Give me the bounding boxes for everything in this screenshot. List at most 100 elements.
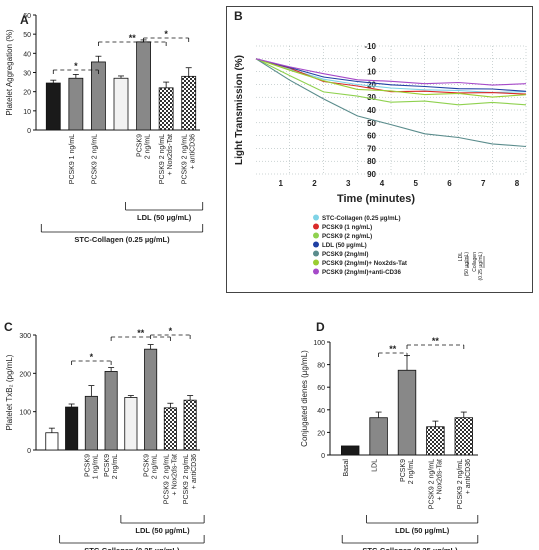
x-tick-label: 7 [481,179,486,188]
legend-label: PCSK9 (2ng/ml)+ Nox2ds-Tat [322,260,407,267]
legend-label: LDL (50 µg/mL) [322,242,367,249]
stc-bracket-label: STC-Collagen (0.25 µg/mL) [74,235,170,244]
ldl-bracket-label: LDL (50 µg/mL) [395,526,450,535]
y-tick-label: 10 [23,109,31,116]
category-label: 2 ng/mL [408,459,415,484]
y-tick-label: 0 [321,453,325,460]
category-label: PCSK9 2 ng/mL [163,454,170,504]
x-tick-label: 1 [279,179,284,188]
legend-swatch [313,214,319,221]
y-tick-label: 40 [317,408,325,415]
bar [426,426,445,456]
legend-swatch [313,241,319,248]
y-tick-label: 20 [317,430,325,437]
panel-letter: C [4,320,13,334]
ldl-bracket-label: LDL (50 µg/mL) [137,213,192,222]
x-tick-label: 2 [312,179,317,188]
category-label: PCSK9 1 ng/mL [69,134,76,184]
category-label: PCSK9 [137,134,144,157]
sig-c2-label: ** [137,328,145,338]
series-line [255,58,527,106]
bar [158,87,174,131]
x-tick-label: 6 [447,179,452,188]
bar [104,371,118,451]
sig-a1-label: * [74,61,78,71]
category-label: LDL [372,459,379,472]
legend-swatch [313,259,319,266]
y-tick-label: 30 [23,71,31,78]
category-label: 1 ng/mL [92,454,99,479]
category-label: PCSK9 2 ng/mL [159,134,166,184]
y-tick-label: 100 [19,410,31,417]
sig-a2-label: ** [129,33,137,43]
y-tick-label: 20 [367,80,376,89]
y-tick-label: 60 [317,385,325,392]
y-tick-label: 100 [313,340,325,347]
y-axis-label: Platelet Aggregation (%) [5,29,14,116]
y-tick-label: 20 [23,90,31,97]
chart-a: A 0 10 20 30 40 50 60 Platelet Aggregation (%) PC… [5,13,204,244]
bar [136,41,151,131]
category-label: + antiCD36 [465,459,472,494]
legend-label: PCSK9 (1 ng/mL) [322,224,372,231]
category-label: 2 ng/mL [145,134,152,159]
category-label: PCSK9 [84,454,91,477]
stc-bracket-label: STC-Collagen (0.25 µg/mL) [84,546,180,550]
sig-c1-label: * [90,352,94,362]
panel-letter: D [316,320,325,334]
y-tick-label: 60 [367,132,376,141]
y-tick-label: 90 [367,170,376,179]
panel-a: A 0 10 20 30 40 50 60 Platelet Aggregation (%) PC… [0,0,225,245]
y-tick-label: 30 [367,93,376,102]
sig-c3-label: * [169,326,173,336]
y-tick-label: 80 [367,157,376,166]
side-label-ldl: LDL [458,252,464,261]
category-label: PCSK9 2 ng/mL [428,459,435,509]
legend-label: PCSK9 (2ng/ml) [322,251,368,258]
y-tick-label: 80 [317,363,325,370]
category-label: PCSK9 [104,454,111,477]
category-label: + Nox2ds-Tat [436,459,443,500]
y-axis-label: Conjugated dienes (µg/mL) [300,350,309,447]
bar [183,399,197,451]
y-tick-label: 40 [23,51,31,58]
series-line [255,58,527,95]
bar [124,397,138,451]
category-label: 2 ng/mL [152,454,159,479]
bar [340,445,360,456]
series-line [255,58,527,148]
panel-frame [226,6,533,293]
category-label: PCSK9 2 ng/mL [182,134,189,184]
x-tick-label: 8 [515,179,520,188]
y-tick-label: 10 [367,68,376,77]
y-tick-label: 0 [27,448,31,455]
category-label: PCSK9 2 ng/mL [91,134,98,184]
category-label: PCSK9 2 ng/mL [183,454,190,504]
bar [369,417,388,456]
y-tick-label: 0 [372,55,377,64]
x-tick-label: 3 [346,179,351,188]
panel-b: B 1 2 3 4 5 6 7 8 -10 0 10 20 30 40 50 60 70 80 90 Time (min… [226,6,534,294]
y-tick-label: 50 [23,32,31,39]
chart-b: B 1 2 3 4 5 6 7 8 -10 0 10 20 30 40 50 60 70 80 90 Time (min… [226,6,533,293]
y-tick-label: 70 [367,144,376,153]
sig-d1-label: ** [389,344,397,354]
legend-label: PCSK9 (2ng/ml)+anti-CD36 [322,269,401,276]
chart-d: D 0 20 40 60 80 100 Conjugated dienes (µg/mL) Ba… [300,320,479,550]
y-axis-label: Platelet TxB₂ (pg/mL) [5,354,14,430]
legend-swatch [313,232,319,239]
category-label: + antiCD36 [190,134,197,169]
x-tick-label: 5 [414,179,419,188]
bar [65,406,79,451]
bar [68,77,84,131]
category-label: + Nox2ds-Tat [171,454,178,495]
bar [84,395,98,451]
x-axis-label: Time (minutes) [337,193,415,205]
bar [181,75,197,131]
side-label-ldl: (50 µg/mL) [464,252,470,277]
category-label: PCSK9 [400,459,407,482]
legend-swatch [313,250,319,257]
y-tick-label: 60 [23,13,31,20]
legend-swatch [313,268,319,275]
